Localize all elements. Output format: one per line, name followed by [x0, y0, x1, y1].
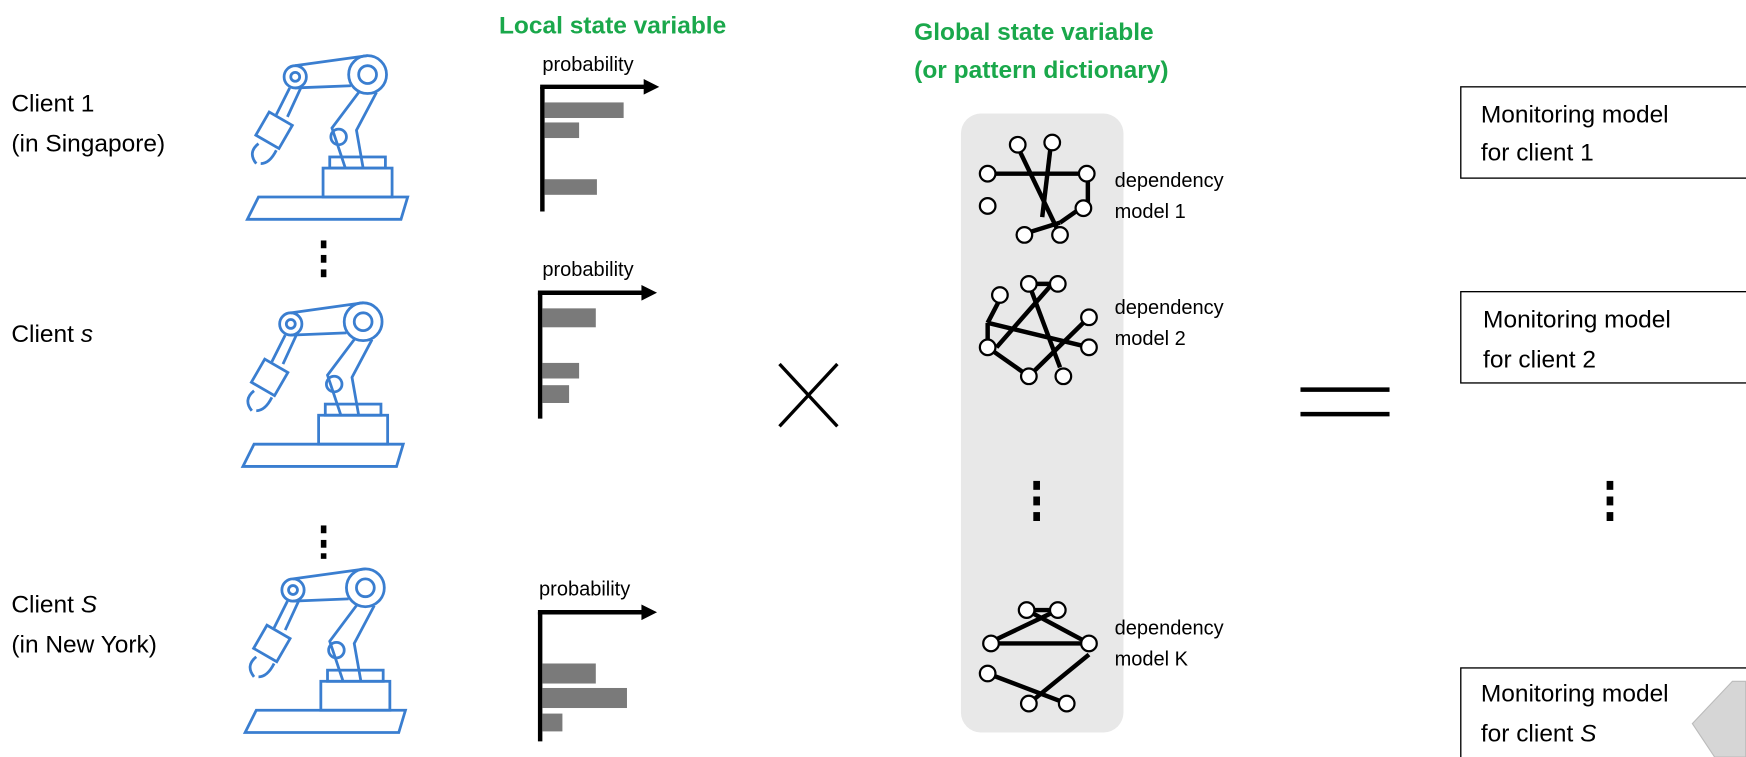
output-label: for client S: [1481, 720, 1597, 747]
output-box: Monitoring model for client 1: [1461, 87, 1746, 178]
model-label: dependency: [1115, 618, 1224, 640]
output-label: for client 1: [1481, 139, 1594, 166]
axis-label: probability: [542, 259, 633, 281]
client-label: (in Singapore): [11, 130, 165, 157]
histogram: probability: [538, 259, 657, 418]
times-sign: [779, 364, 837, 426]
client-labels: Client 1 (in Singapore) Client s Client …: [11, 90, 165, 658]
histogram: probability: [538, 579, 657, 742]
equals-sign: [1300, 390, 1389, 414]
robot-icon: [243, 303, 403, 467]
histogram: probability: [540, 54, 659, 211]
robot-icon: [247, 56, 407, 220]
model-label: model 2: [1115, 328, 1186, 350]
model-label: dependency: [1115, 170, 1224, 192]
diagram: Client 1 (in Singapore) Client s Client …: [0, 0, 1746, 757]
axis-label: probability: [542, 54, 633, 76]
client-label: Client S: [11, 591, 97, 618]
client-label: Client s: [11, 321, 93, 348]
ellipsis: [1033, 481, 1040, 521]
client-label: (in New York): [11, 631, 157, 658]
ellipsis: [1607, 481, 1614, 521]
model-label: dependency: [1115, 297, 1224, 319]
model-label: model K: [1115, 649, 1189, 671]
output-box: Monitoring model for client 2: [1461, 292, 1746, 383]
axis-label: probability: [539, 579, 630, 601]
robot-icon: [245, 569, 405, 733]
model-label: model 1: [1115, 201, 1186, 223]
local-title: Local state variable: [499, 12, 726, 39]
global-title: (or pattern dictionary): [914, 57, 1168, 84]
output-label: Monitoring model: [1481, 680, 1669, 707]
ellipsis: [321, 240, 327, 558]
global-title: Global state variable: [914, 19, 1154, 46]
client-label: Client 1: [11, 90, 94, 117]
output-label: Monitoring model: [1483, 306, 1671, 333]
output-label: Monitoring model: [1481, 101, 1669, 128]
output-label: for client 2: [1483, 346, 1596, 373]
